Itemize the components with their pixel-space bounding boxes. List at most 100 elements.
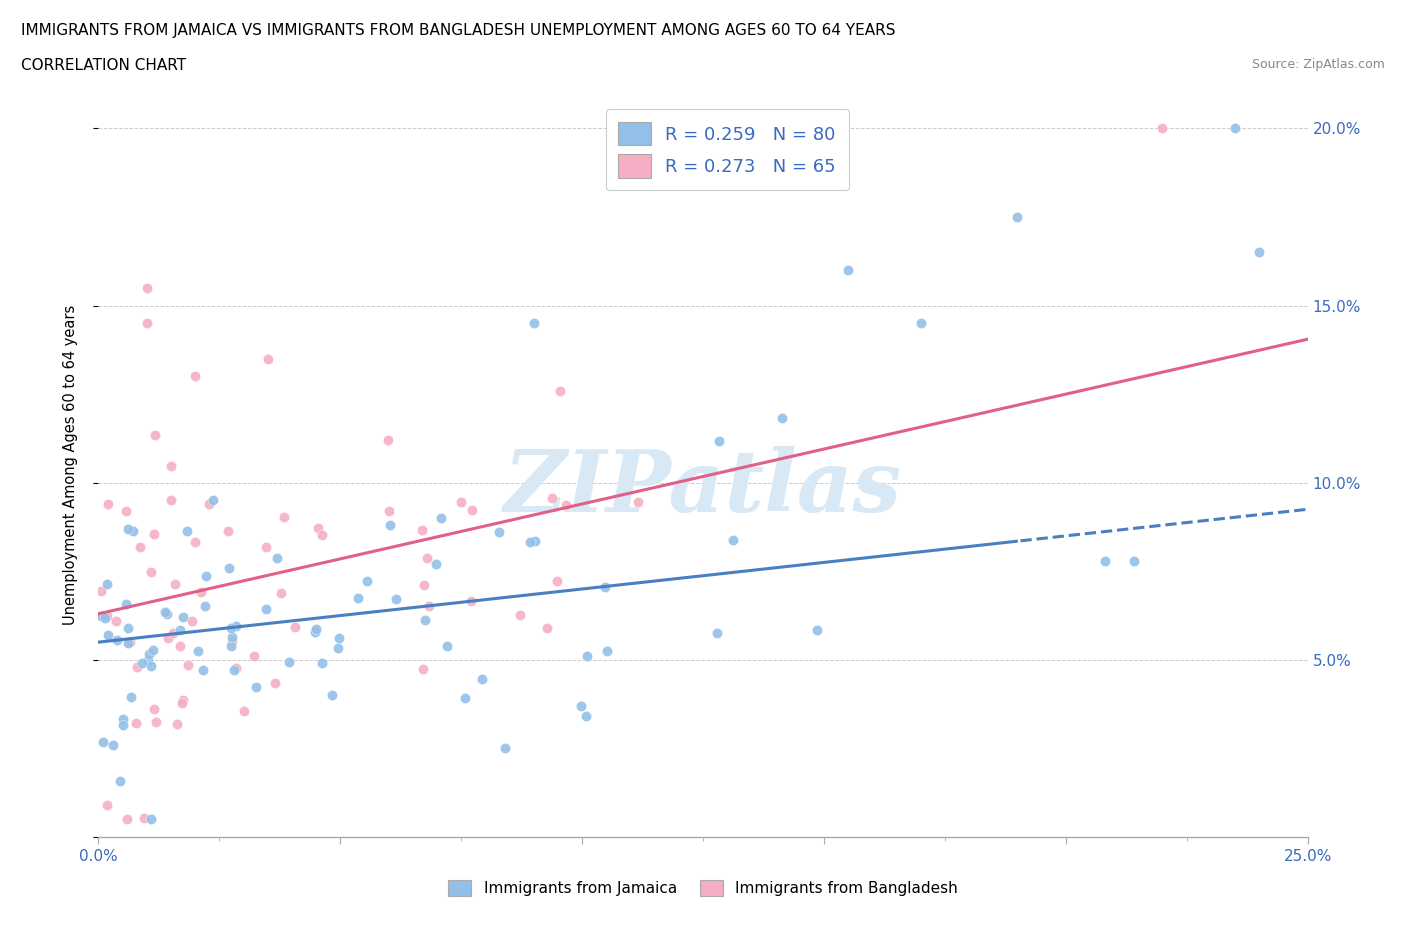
Point — [536, 621, 558, 636]
Point — [494, 741, 516, 756]
Point — [225, 618, 247, 633]
Point — [120, 690, 142, 705]
Point — [132, 811, 155, 826]
Point — [284, 620, 307, 635]
Point — [1223, 121, 1246, 136]
Point — [90, 609, 112, 624]
Point — [169, 622, 191, 637]
Point — [117, 522, 139, 537]
Point — [138, 646, 160, 661]
Point — [139, 812, 162, 827]
Point — [425, 557, 447, 572]
Point — [128, 539, 150, 554]
Point — [450, 494, 472, 509]
Point — [187, 644, 209, 659]
Point — [127, 659, 149, 674]
Point — [576, 648, 599, 663]
Point — [172, 696, 194, 711]
Point — [142, 527, 165, 542]
Point — [721, 532, 744, 547]
Point — [218, 560, 240, 575]
Point — [411, 523, 433, 538]
Point — [770, 410, 793, 425]
Point — [217, 524, 239, 538]
Point — [321, 688, 343, 703]
Point — [163, 577, 186, 591]
Point — [356, 574, 378, 589]
Point — [412, 662, 434, 677]
Point — [278, 655, 301, 670]
Point — [117, 620, 139, 635]
Point — [328, 631, 350, 645]
Point — [273, 510, 295, 525]
Text: ZIPatlas: ZIPatlas — [503, 445, 903, 529]
Point — [112, 718, 135, 733]
Point — [328, 641, 350, 656]
Point — [90, 583, 112, 598]
Point — [162, 625, 184, 640]
Point — [166, 717, 188, 732]
Point — [418, 599, 440, 614]
Point — [104, 614, 127, 629]
Point — [221, 630, 243, 644]
Point — [143, 702, 166, 717]
Point — [114, 596, 136, 611]
Point — [183, 535, 205, 550]
Point — [436, 639, 458, 654]
Point — [139, 658, 162, 673]
Point — [706, 625, 728, 640]
Point — [1249, 245, 1271, 259]
Point — [131, 656, 153, 671]
Point — [125, 715, 148, 730]
Point — [256, 352, 278, 366]
Point — [233, 704, 256, 719]
Point — [596, 644, 619, 658]
Point — [155, 606, 177, 621]
Point — [377, 432, 399, 447]
Point — [569, 698, 592, 713]
Point — [177, 658, 200, 672]
Point — [461, 503, 484, 518]
Point — [627, 495, 650, 510]
Point — [266, 551, 288, 565]
Point — [96, 797, 118, 812]
Point — [910, 316, 932, 331]
Point — [219, 620, 242, 635]
Point — [194, 598, 217, 613]
Point — [105, 633, 128, 648]
Point — [541, 491, 564, 506]
Point — [524, 534, 547, 549]
Point — [172, 610, 194, 625]
Point — [346, 591, 368, 605]
Point — [219, 638, 242, 653]
Point — [145, 714, 167, 729]
Point — [157, 631, 180, 645]
Point — [1007, 209, 1029, 224]
Point — [110, 774, 132, 789]
Point — [142, 642, 165, 657]
Point — [153, 604, 176, 619]
Point — [143, 428, 166, 443]
Point — [707, 434, 730, 449]
Point — [135, 316, 157, 331]
Point — [172, 693, 194, 708]
Point — [254, 602, 277, 617]
Point — [96, 577, 118, 591]
Point — [575, 709, 598, 724]
Point — [160, 458, 183, 473]
Point — [488, 525, 510, 539]
Point — [519, 535, 541, 550]
Point — [195, 568, 218, 583]
Point — [378, 504, 401, 519]
Point — [806, 622, 828, 637]
Y-axis label: Unemployment Among Ages 60 to 64 years: Unemployment Among Ages 60 to 64 years — [63, 305, 77, 625]
Point — [138, 652, 160, 667]
Point — [1123, 554, 1146, 569]
Point — [96, 609, 118, 624]
Point — [546, 574, 568, 589]
Point — [97, 497, 120, 512]
Point — [120, 634, 142, 649]
Point — [184, 369, 207, 384]
Point — [837, 262, 859, 277]
Legend: Immigrants from Jamaica, Immigrants from Bangladesh: Immigrants from Jamaica, Immigrants from… — [440, 872, 966, 904]
